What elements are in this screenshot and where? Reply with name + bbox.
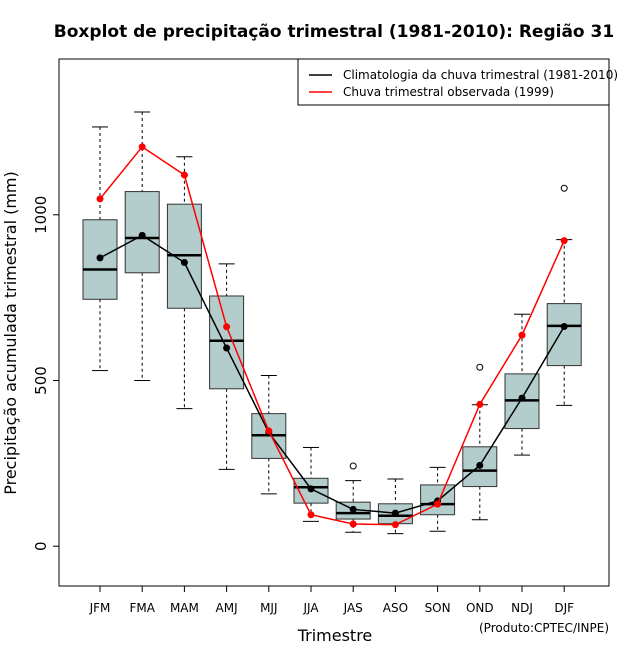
- boxes: [82, 111, 582, 535]
- box-jja: [293, 446, 329, 522]
- observed-point: [307, 511, 315, 519]
- x-tick-label: JFM: [89, 601, 111, 615]
- observed-point: [96, 195, 104, 203]
- legend-label: Chuva trimestral observada (1999): [343, 85, 554, 99]
- observed-point: [560, 237, 568, 245]
- x-tick-label: OND: [466, 601, 494, 615]
- x-tick-label: JJA: [302, 601, 319, 615]
- observed-point: [476, 400, 484, 408]
- x-tick-label: FMA: [129, 601, 155, 615]
- climatology-point: [138, 231, 146, 239]
- box-fma: [124, 111, 160, 382]
- chart-title: Boxplot de precipitação trimestral (1981…: [54, 22, 614, 42]
- climatology-point: [223, 344, 231, 352]
- observed-line: [99, 145, 565, 526]
- box-jfm: [82, 126, 118, 372]
- iqr-box: [209, 295, 245, 390]
- legend: Climatologia da chuva trimestral (1981-2…: [297, 58, 618, 106]
- y-tick-label: 500: [32, 366, 50, 395]
- x-tick-label: MJJ: [260, 601, 277, 615]
- climatology-point: [96, 254, 104, 262]
- x-tick-label: MAM: [170, 601, 199, 615]
- outlier-point: [349, 462, 357, 470]
- box-mam: [166, 156, 202, 410]
- observed-point: [434, 500, 442, 508]
- climatology-point: [307, 485, 315, 493]
- climatology-point: [349, 505, 357, 513]
- box-amj: [209, 263, 245, 470]
- series-lines: [96, 143, 568, 529]
- legend-box: [297, 58, 610, 106]
- x-tick-label: SON: [425, 601, 451, 615]
- x-axis: JFM FMA MAM AMJ MJJ JJA JAS ASO SON OND NDJ DJF: [89, 586, 574, 615]
- climatology-point: [560, 322, 568, 330]
- iqr-box: [546, 303, 582, 367]
- legend-label: Climatologia da chuva trimestral (1981-2…: [343, 68, 618, 82]
- x-axis-label: Trimestre: [297, 626, 373, 645]
- observed-point: [138, 143, 146, 151]
- climatology-point: [518, 394, 526, 402]
- climatology-line: [99, 234, 565, 514]
- climatology-point: [476, 461, 484, 469]
- observed-point: [518, 331, 526, 339]
- observed-point: [265, 427, 273, 435]
- observed-point: [180, 171, 188, 179]
- y-tick-label: 0: [32, 541, 50, 551]
- outlier-point: [476, 363, 484, 371]
- climatology-point: [180, 259, 188, 267]
- plot-frame: [58, 58, 610, 587]
- y-tick-label: 1000: [32, 196, 50, 234]
- x-tick-label: AMJ: [216, 601, 238, 615]
- y-axis-label: Precipitação acumulada trimestral (mm): [1, 171, 20, 495]
- x-tick-label: DJF: [554, 601, 574, 615]
- box-djf: [546, 184, 582, 406]
- observed-point: [349, 520, 357, 528]
- observed-point: [223, 323, 231, 331]
- observed-point: [391, 521, 399, 529]
- box-ond: [462, 363, 498, 521]
- outlier-point: [560, 184, 568, 192]
- x-tick-label: NDJ: [511, 601, 533, 615]
- x-tick-label: ASO: [383, 601, 408, 615]
- source-note: (Produto:CPTEC/INPE): [479, 621, 609, 635]
- climatology-point: [391, 509, 399, 517]
- y-axis: 0 500 1000: [32, 196, 59, 551]
- x-tick-label: JAS: [343, 601, 363, 615]
